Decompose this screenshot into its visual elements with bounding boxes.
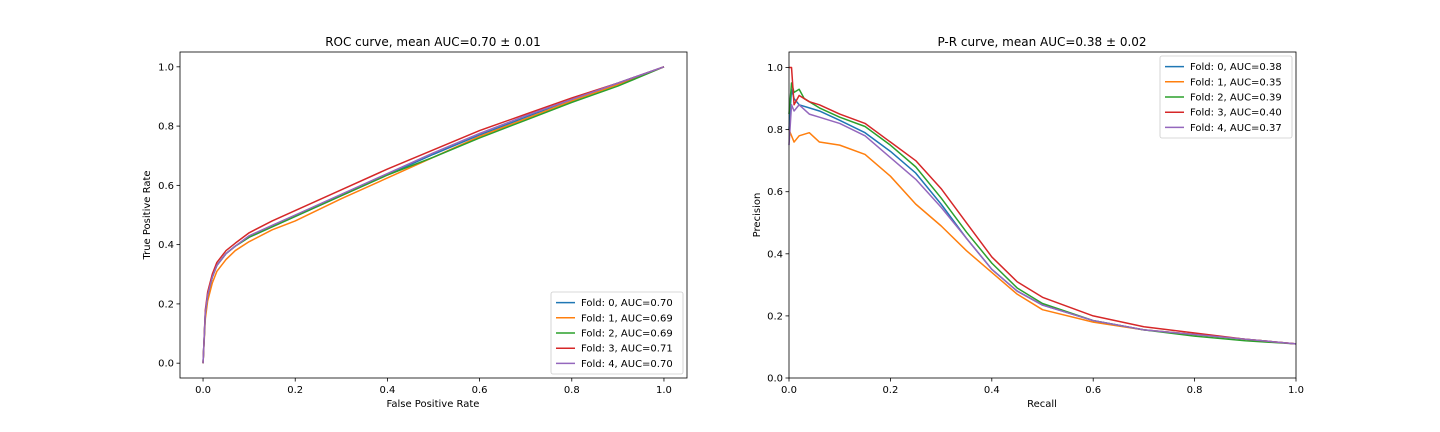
roc-title: ROC curve, mean AUC=0.70 ± 0.01 bbox=[325, 35, 541, 49]
pr-ticks: 0.0 0.2 0.4 0.6 0.8 1.0 0.0 0.2 0.4 0.6 0.8 1.0 bbox=[767, 63, 1304, 396]
pr-x-tick-label: 0.0 bbox=[781, 385, 797, 396]
pr-x-tick-label: 0.4 bbox=[984, 385, 1000, 396]
pr-x-axis-label: Recall bbox=[1027, 399, 1057, 410]
pr-y-tick-label: 0.2 bbox=[767, 311, 783, 322]
roc-y-tick-label: 0.0 bbox=[158, 359, 174, 370]
pr-legend-label-fold-2: Fold: 2, AUC=0.39 bbox=[1190, 93, 1282, 104]
pr-legend-label-fold-4: Fold: 4, AUC=0.37 bbox=[1190, 123, 1282, 134]
roc-legend: Fold: 0, AUC=0.70 Fold: 1, AUC=0.69 Fold: … bbox=[550, 291, 684, 375]
roc-x-tick-label: 0.2 bbox=[287, 385, 303, 396]
roc-x-tick-label: 0.4 bbox=[379, 385, 395, 396]
roc-plot-lines bbox=[202, 66, 665, 364]
pr-plot-frame bbox=[788, 51, 1297, 379]
roc-legend-box bbox=[550, 291, 684, 375]
pr-series-line-fold-4 bbox=[788, 104, 1297, 345]
roc-legend-label-fold-1: Fold: 1, AUC=0.69 bbox=[581, 313, 673, 324]
pr-x-tick-label: 1.0 bbox=[1288, 385, 1304, 396]
roc-y-tick-label: 0.4 bbox=[158, 240, 174, 251]
pr-y-axis-label: Precision bbox=[752, 193, 763, 238]
roc-legend-label-fold-3: Fold: 3, AUC=0.71 bbox=[581, 344, 673, 355]
roc-legend-label-fold-2: Fold: 2, AUC=0.69 bbox=[581, 329, 673, 340]
pr-y-tick-label: 1.0 bbox=[767, 63, 783, 74]
roc-legend-label-fold-4: Fold: 4, AUC=0.70 bbox=[581, 359, 673, 370]
pr-plot-lines bbox=[788, 66, 1297, 345]
pr-legend: Fold: 0, AUC=0.38 Fold: 1, AUC=0.35 Fold: … bbox=[1159, 55, 1293, 139]
pr-title: P-R curve, mean AUC=0.38 ± 0.02 bbox=[937, 35, 1146, 49]
roc-y-tick-label: 0.6 bbox=[158, 181, 174, 192]
pr-legend-label-fold-1: Fold: 1, AUC=0.35 bbox=[1190, 77, 1282, 88]
pr-x-tick-label: 0.6 bbox=[1085, 385, 1101, 396]
roc-y-tick-label: 1.0 bbox=[158, 62, 174, 73]
pr-y-tick-label: 0.0 bbox=[767, 374, 783, 385]
pr-series-line-fold-3 bbox=[789, 66, 1297, 345]
roc-x-tick-label: 0.8 bbox=[564, 385, 580, 396]
pr-legend-box bbox=[1159, 55, 1293, 139]
roc-y-axis-label: True Positive Rate bbox=[142, 170, 153, 260]
pr-legend-label-fold-3: Fold: 3, AUC=0.40 bbox=[1190, 108, 1282, 119]
pr-x-tick-label: 0.2 bbox=[882, 385, 898, 396]
roc-series-line-fold-1 bbox=[202, 66, 665, 364]
roc-y-tick-label: 0.8 bbox=[158, 122, 174, 133]
roc-plot-frame bbox=[179, 51, 688, 379]
roc-x-axis-label: False Positive Rate bbox=[387, 399, 480, 410]
pr-legend-label-fold-0: Fold: 0, AUC=0.38 bbox=[1190, 62, 1282, 73]
pr-x-tick-label: 0.8 bbox=[1187, 385, 1203, 396]
roc-x-tick-label: 1.0 bbox=[656, 385, 672, 396]
roc-ticks: 0.0 0.2 0.4 0.6 0.8 1.0 0.0 0.2 0.4 0.6 0.8 1.0 bbox=[158, 62, 672, 396]
pr-chart: P-R curve, mean AUC=0.38 ± 0.02 0.0 0.2 0.… bbox=[752, 35, 1304, 410]
pr-y-tick-label: 0.8 bbox=[767, 125, 783, 136]
pr-series-line-fold-1 bbox=[788, 129, 1297, 345]
roc-x-tick-label: 0.0 bbox=[195, 385, 211, 396]
roc-series-line-fold-4 bbox=[202, 66, 665, 364]
roc-x-tick-label: 0.6 bbox=[472, 385, 488, 396]
roc-chart: ROC curve, mean AUC=0.70 ± 0.01 0.0 0.2 0.… bbox=[142, 35, 688, 410]
pr-y-tick-label: 0.6 bbox=[767, 187, 783, 198]
pr-y-tick-label: 0.4 bbox=[767, 249, 783, 260]
roc-y-tick-label: 0.2 bbox=[158, 299, 174, 310]
roc-legend-label-fold-0: Fold: 0, AUC=0.70 bbox=[581, 298, 673, 309]
